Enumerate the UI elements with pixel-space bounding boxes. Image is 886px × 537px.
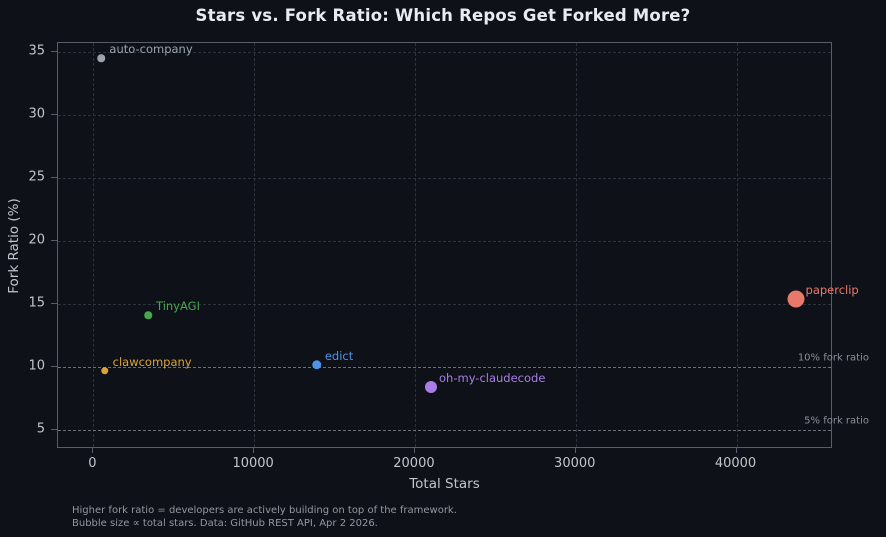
data-point-auto-company (97, 54, 106, 62)
point-label-auto-company: auto-company (109, 42, 193, 57)
gridline-y-35 (58, 51, 831, 53)
point-label-oh-my-claudecode: oh-my-claudecode (439, 371, 546, 386)
x-tick-0 (92, 448, 94, 453)
data-point-oh-my-claudecode (425, 381, 438, 394)
data-point-TinyAGI (144, 311, 152, 320)
caption-line-1: Higher fork ratio = developers are activ… (72, 505, 457, 516)
y-tick-label-10: 10 (28, 358, 45, 374)
y-tick-30 (51, 113, 57, 115)
x-tick-10000 (253, 448, 255, 453)
y-tick-label-20: 20 (28, 232, 45, 248)
point-label-TinyAGI: TinyAGI (156, 299, 200, 314)
gridline-y-30 (58, 114, 831, 116)
gridline-y-25 (58, 177, 831, 179)
caption-line-2: Bubble size ∝ total stars. Data: GitHub … (72, 518, 378, 529)
y-tick-25 (51, 176, 57, 178)
x-tick-40000 (735, 448, 737, 453)
gridline-x-30000 (575, 43, 577, 447)
x-tick-label-30000: 30000 (554, 456, 596, 471)
y-tick-5 (51, 429, 57, 431)
y-tick-label-25: 25 (28, 169, 45, 185)
y-tick-label-15: 15 (28, 295, 45, 311)
gridline-y-15 (58, 304, 831, 305)
y-tick-label-5: 5 (36, 421, 45, 437)
reference-line-5 (58, 430, 831, 432)
point-label-edict: edict (324, 348, 354, 363)
gridline-x-10000 (254, 43, 256, 447)
reference-line-label-5: 5% fork ratio (804, 415, 869, 427)
gridline-y-20 (58, 240, 831, 242)
plot-area: auto-company TinyAGI clawcompany edict oh-my… (57, 42, 859, 448)
caption: Higher fork ratio = developers are activ… (72, 504, 457, 530)
gridline-x-0 (93, 43, 95, 447)
reference-line-10 (58, 367, 831, 369)
point-label-paperclip: paperclip (805, 282, 859, 297)
y-tick-10 (51, 366, 57, 368)
x-axis-label: Total Stars (409, 476, 480, 492)
x-tick-label-10000: 10000 (232, 456, 274, 471)
x-tick-label-40000: 40000 (714, 456, 757, 471)
x-tick-30000 (574, 448, 576, 453)
y-tick-label-35: 35 (28, 43, 45, 59)
data-point-edict (312, 359, 322, 370)
chart-title: Stars vs. Fork Ratio: Which Repos Get Fo… (195, 6, 691, 25)
data-point-clawcompany (100, 367, 109, 375)
x-tick-label-20000: 20000 (393, 456, 435, 471)
gridline-x-40000 (736, 43, 738, 447)
x-tick-20000 (413, 448, 415, 453)
gridline-x-20000 (414, 43, 416, 447)
y-tick-35 (51, 50, 57, 52)
x-tick-label-0: 0 (88, 456, 97, 471)
y-axis-label: Fork Ratio (%) (6, 198, 22, 294)
y-tick-15 (51, 303, 57, 304)
y-tick-label-30: 30 (28, 106, 45, 122)
point-label-clawcompany: clawcompany (112, 354, 192, 369)
y-tick-20 (51, 239, 57, 241)
data-point-paperclip (787, 290, 805, 308)
reference-line-label-10: 10% fork ratio (797, 352, 869, 364)
